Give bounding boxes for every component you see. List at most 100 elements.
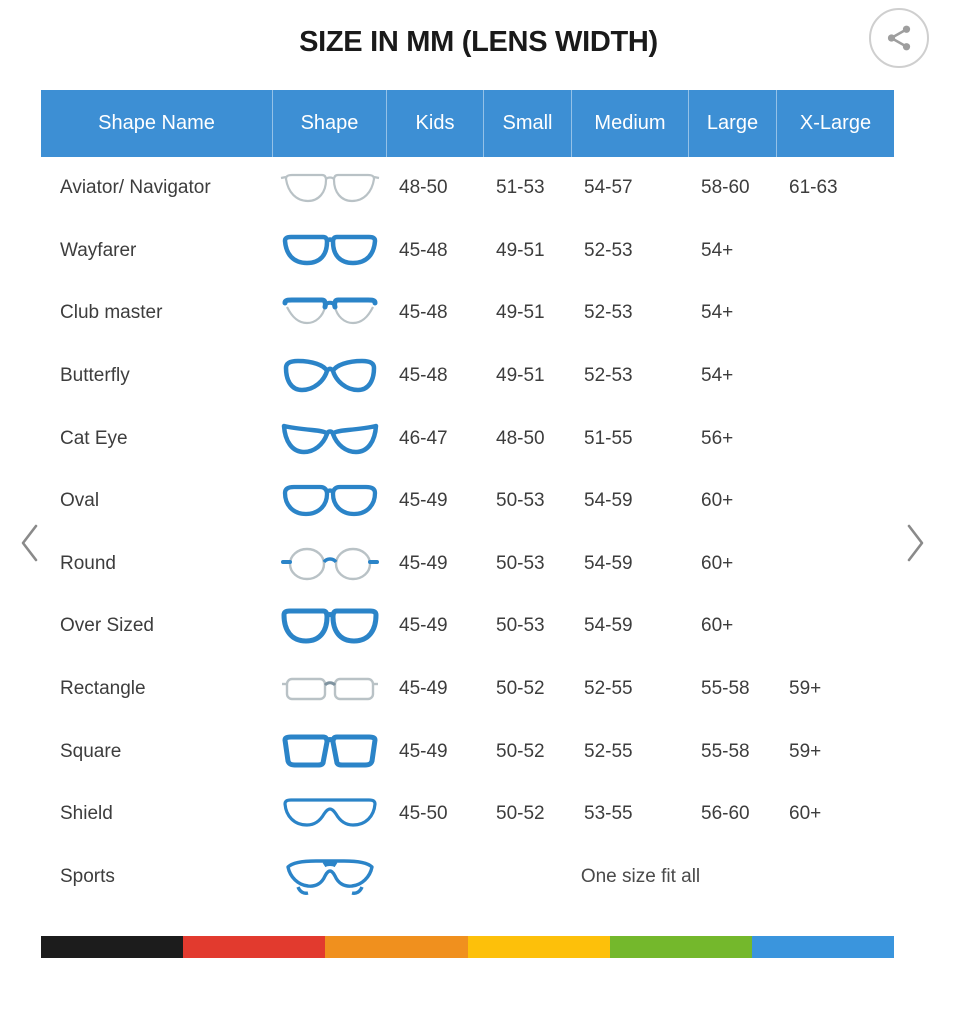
chevron-right-icon: [907, 524, 924, 562]
cell-small: 50-53: [496, 490, 545, 512]
chevron-left-icon: [21, 524, 38, 562]
wayfarer-glasses-icon: [282, 234, 378, 266]
round-glasses-icon: [281, 547, 379, 581]
color-bar-segment-1: [183, 936, 326, 958]
cell-kids: 45-48: [399, 365, 448, 387]
cell-medium: 52-53: [584, 239, 633, 261]
cell-xlarge: 61-63: [789, 177, 838, 199]
cell-kids: 45-49: [399, 615, 448, 637]
share-icon: [887, 25, 911, 51]
cell-large: 54+: [701, 239, 734, 261]
cell-kids: 46-47: [399, 427, 448, 449]
cell-large: 54+: [701, 365, 734, 387]
cell-shape-icon: [273, 783, 387, 846]
cell-large: 60+: [701, 552, 734, 574]
cell-small: 49-51: [496, 365, 545, 387]
cell-medium: 54-57: [584, 177, 633, 199]
cell-kids: 45-49: [399, 552, 448, 574]
share-button[interactable]: [869, 8, 929, 68]
cell-shape-icon: [273, 846, 387, 909]
table-body: Aviator/ Navigator 48-50 51-53 54-57 58-60 61…: [41, 157, 894, 909]
column-header-medium: Medium: [572, 90, 689, 157]
cell-medium: 51-55: [584, 427, 633, 449]
table-row: Butterfly 45-48 49-51 52-53 54+: [41, 345, 894, 408]
cell-shape-icon: [273, 220, 387, 283]
cell-shape-icon: [273, 595, 387, 658]
cell-small: 50-53: [496, 552, 545, 574]
cell-kids: 45-49: [399, 740, 448, 762]
rectangle-glasses-icon: [282, 677, 378, 701]
table-row: Aviator/ Navigator 48-50 51-53 54-57 58-60 61…: [41, 157, 894, 220]
table-row: Wayfarer 45-48 49-51 52-53 54+: [41, 220, 894, 283]
cell-shape-icon: [273, 157, 387, 220]
cell-shape-name: Rectangle: [60, 678, 146, 700]
cell-xlarge: [777, 282, 894, 345]
cell-xlarge: 60+: [789, 803, 822, 825]
column-header-x-large: X-Large: [799, 112, 872, 134]
cell-small: 50-52: [496, 803, 545, 825]
cell-small: 48-50: [496, 427, 545, 449]
cell-small: 49-51: [496, 302, 545, 324]
cell-shape-name: Oval: [60, 490, 100, 512]
column-header-shape: Shape: [273, 90, 387, 157]
table-row: Club master 45-48 49-51 52-53 54+: [41, 282, 894, 345]
butterfly-glasses-icon: [283, 358, 377, 393]
cell-shape-name: Butterfly: [60, 365, 130, 387]
cell-xlarge: 59+: [789, 740, 822, 762]
sports-glasses-icon: [286, 859, 374, 895]
oval-glasses-icon: [282, 485, 378, 517]
next-arrow-button[interactable]: [893, 515, 937, 571]
table-row: Over Sized 45-49 50-53 54-59 60+: [41, 595, 894, 658]
cell-shape-icon: [273, 470, 387, 533]
cell-shape-icon: [273, 345, 387, 408]
column-header-small: Small: [484, 90, 572, 157]
cell-large: 56-60: [701, 803, 750, 825]
cell-small: 50-52: [496, 678, 545, 700]
prev-arrow-button[interactable]: [8, 515, 52, 571]
title-bar: SIZE IN MM (LENS WIDTH): [0, 0, 957, 84]
cell-medium: 54-59: [584, 615, 633, 637]
cell-one-size-note: One size fit all: [580, 865, 701, 887]
square-glasses-icon: [282, 734, 378, 768]
cell-shape-icon: [273, 282, 387, 345]
column-header-large: Large: [689, 90, 777, 157]
cell-large: 60+: [701, 615, 734, 637]
cell-kids: 45-50: [399, 803, 448, 825]
color-bar-segment-5: [751, 936, 894, 958]
clubmaster-glasses-icon: [282, 297, 378, 325]
table-header-row: Shape Name Shape Kids Small Medium Large…: [41, 90, 894, 157]
color-bar-segment-4: [609, 936, 752, 958]
cell-large: 55-58: [701, 678, 750, 700]
cell-medium: 52-53: [584, 365, 633, 387]
cell-medium: 53-55: [584, 803, 633, 825]
cell-small: 50-53: [496, 615, 545, 637]
cell-medium: 54-59: [584, 490, 633, 512]
cell-large: 60+: [701, 490, 734, 512]
cell-medium: 52-55: [584, 678, 633, 700]
cell-shape-name: Square: [60, 740, 122, 762]
cell-shape-name: Cat Eye: [60, 427, 128, 449]
cell-xlarge: [777, 470, 894, 533]
cell-kids: 45-48: [399, 239, 448, 261]
cell-xlarge: [777, 220, 894, 283]
cell-xlarge: [777, 407, 894, 470]
table-row: Sports One size fit all: [41, 846, 894, 909]
cell-large: 54+: [701, 302, 734, 324]
cell-shape-icon: [273, 407, 387, 470]
cell-xlarge: [777, 533, 894, 596]
cell-shape-icon: [273, 720, 387, 783]
cell-small: 51-53: [496, 177, 545, 199]
cell-xlarge: [777, 595, 894, 658]
cell-small: 49-51: [496, 239, 545, 261]
color-bar-segment-3: [467, 936, 610, 958]
cell-large: 58-60: [701, 177, 750, 199]
color-bar-segment-0: [41, 936, 184, 958]
page-title: SIZE IN MM (LENS WIDTH): [299, 25, 658, 58]
oversized-glasses-icon: [281, 608, 379, 644]
table-row: Round 45-49 50-53 54-59 60+: [41, 533, 894, 596]
cateye-glasses-icon: [281, 423, 379, 454]
size-table: Shape Name Shape Kids Small Medium Large…: [41, 90, 894, 909]
color-bar: [41, 936, 894, 958]
table-row: Shield 45-50 50-52 53-55 56-60 60+: [41, 783, 894, 846]
color-bar-segment-2: [325, 936, 468, 958]
